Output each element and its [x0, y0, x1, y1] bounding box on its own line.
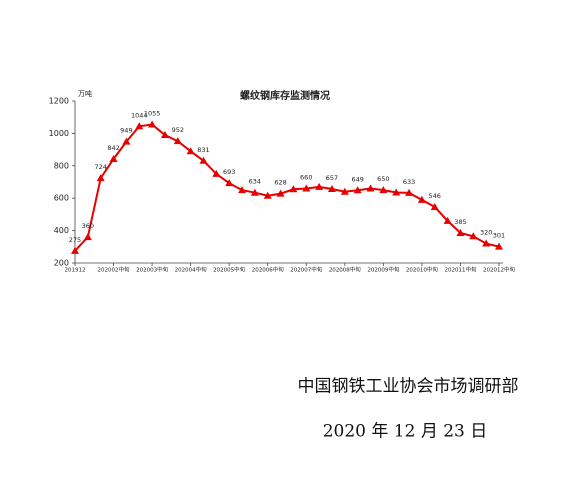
- data-point: [96, 174, 105, 182]
- data-label: 360: [82, 222, 94, 230]
- x-tick-label: 202005中旬: [213, 266, 245, 274]
- data-label: 1044: [131, 111, 148, 119]
- data-point: [366, 184, 375, 192]
- data-label: 693: [223, 168, 235, 176]
- x-tick-label: 201912: [65, 268, 86, 274]
- data-label: 831: [197, 146, 209, 154]
- y-tick-label: 400: [54, 226, 69, 235]
- x-tick-label: 202006中旬: [252, 266, 284, 274]
- x-tick-label: 202008中旬: [329, 266, 361, 274]
- data-label: 633: [403, 178, 415, 186]
- data-label: 634: [249, 178, 261, 186]
- data-point: [315, 182, 324, 190]
- data-point: [212, 169, 221, 177]
- data-point: [456, 229, 465, 237]
- data-label: 628: [274, 179, 286, 187]
- data-label: 275: [69, 236, 81, 244]
- data-point: [225, 179, 234, 187]
- y-tick-label: 200: [54, 259, 69, 268]
- data-point: [340, 187, 349, 195]
- data-point: [443, 216, 452, 224]
- y-tick-label: 600: [54, 194, 69, 203]
- x-tick-label: 202010中旬: [406, 266, 438, 274]
- data-label: 657: [326, 174, 338, 182]
- data-point: [353, 186, 362, 194]
- data-label: 385: [454, 218, 466, 226]
- data-point: [148, 120, 157, 128]
- data-point: [495, 242, 503, 250]
- data-label: 660: [300, 173, 312, 181]
- date: 2020 年 12 月 23 日: [323, 422, 488, 442]
- data-line: [74, 123, 500, 252]
- chart-title: 螺纹钢库存监测情况: [240, 89, 330, 102]
- data-point: [199, 156, 208, 164]
- data-label: 842: [107, 144, 119, 152]
- data-label: 724: [94, 163, 106, 171]
- data-point: [186, 147, 195, 155]
- data-point: [417, 195, 426, 203]
- data-label: 949: [120, 127, 132, 135]
- data-point: [379, 186, 388, 194]
- x-tick-label: 202009中旬: [367, 266, 399, 274]
- data-point: [327, 184, 336, 192]
- data-point: [109, 154, 118, 162]
- x-tick-label: 202002中旬: [98, 266, 130, 274]
- data-point: [250, 188, 259, 196]
- x-tick-label: 202003中旬: [136, 266, 168, 274]
- y-axis-unit: 万吨: [78, 89, 92, 98]
- data-point: [430, 202, 439, 210]
- data-label: 649: [351, 175, 363, 183]
- y-tick-label: 1200: [49, 97, 69, 106]
- data-label: 1055: [144, 109, 161, 117]
- data-point: [173, 137, 182, 145]
- y-tick-label: 800: [54, 161, 69, 170]
- data-point: [122, 137, 131, 145]
- x-tick-label: 202004中旬: [175, 266, 207, 274]
- data-point: [71, 246, 79, 254]
- data-label: 301: [493, 232, 505, 240]
- data-point: [482, 239, 491, 247]
- data-point: [160, 131, 169, 139]
- data-point: [238, 186, 247, 194]
- data-point: [263, 191, 272, 199]
- data-point: [405, 188, 414, 196]
- data-point: [289, 185, 298, 193]
- organization: 中国钢铁工业协会市场调研部: [298, 377, 519, 397]
- data-point: [276, 189, 285, 197]
- data-label: 650: [377, 175, 389, 183]
- data-label: 952: [172, 126, 184, 134]
- y-tick-label: 1000: [49, 129, 69, 138]
- x-tick-label: 202011中旬: [444, 266, 476, 274]
- data-point: [392, 188, 401, 196]
- data-point: [302, 184, 311, 192]
- x-tick-label: 202012中旬: [483, 266, 515, 274]
- data-point: [83, 233, 92, 241]
- x-tick-label: 202007中旬: [290, 266, 322, 274]
- data-point: [469, 232, 478, 240]
- data-label: 546: [429, 192, 441, 200]
- data-label: 320: [480, 229, 492, 237]
- data-point: [135, 122, 144, 130]
